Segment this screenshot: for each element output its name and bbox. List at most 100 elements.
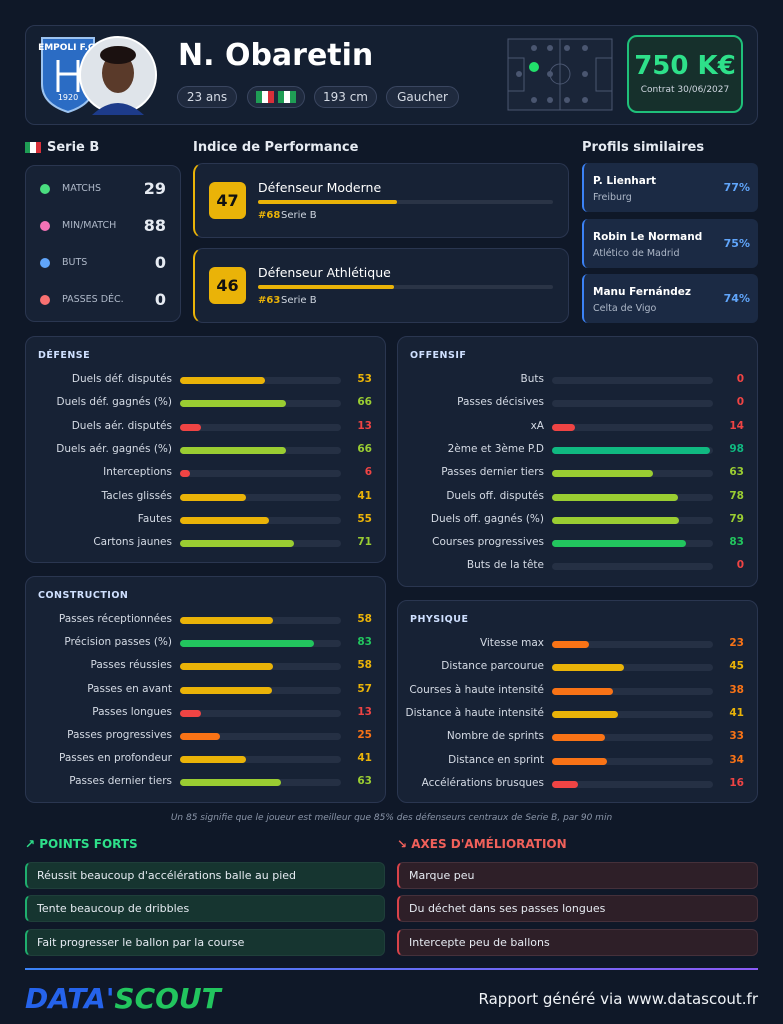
stat-row-label: Duels off. disputés [446, 489, 544, 502]
stat-row-label: Passes longues [92, 705, 172, 718]
bar-value: 98 [729, 442, 744, 455]
position-pitch [507, 38, 613, 111]
section-title: DÉFENSE [38, 350, 91, 361]
performance-score: 46 [209, 267, 246, 304]
bar [180, 663, 274, 671]
club-name: EMPOLI F.C. [38, 43, 98, 53]
bar-track [180, 493, 341, 501]
stat-row-label: Précision passes (%) [64, 636, 172, 649]
bar-track [552, 780, 713, 788]
bar-value: 41 [357, 752, 372, 765]
weaknesses-item: Intercepte peu de ballons [397, 928, 758, 956]
stat-row-label: Passes réceptionnées [58, 613, 172, 625]
profile-name: Défenseur Moderne [258, 180, 382, 195]
bar [552, 641, 590, 648]
strengths-item: Fait progresser le ballon par la course [25, 928, 385, 956]
stat-row-label: Distance en sprint [448, 753, 544, 766]
strengths-item: Tente beaucoup de dribbles [25, 895, 385, 923]
similar-match: 77% [723, 181, 750, 194]
stat-value: 29 [143, 179, 166, 198]
player-name: N. Obaretin [178, 38, 374, 73]
bar-value: 0 [736, 373, 744, 385]
bar-track [552, 423, 713, 431]
stat-label: MATCHS [62, 183, 102, 194]
stat-row-label: Duels déf. gagnés (%) [56, 396, 172, 409]
similar-match: 74% [723, 292, 750, 305]
bar-value: 63 [357, 775, 372, 788]
bar [552, 687, 614, 695]
bar [180, 756, 246, 764]
bar-value: 14 [729, 419, 744, 432]
stat-row-label: Duels aér. gagnés (%) [56, 442, 172, 455]
nationality-pill [247, 86, 305, 108]
bar-value: 45 [729, 660, 744, 673]
profile-name: Défenseur Athlétique [258, 265, 391, 280]
section-title: OFFENSIF [410, 350, 467, 361]
bar-value: 58 [357, 613, 372, 625]
stat-row-label: Buts de la tête [466, 559, 544, 572]
bar-value: 33 [729, 730, 744, 743]
bar-value: 0 [736, 396, 744, 409]
bar-track [552, 734, 713, 742]
market-value: 750 K€ [634, 51, 736, 81]
bar [180, 709, 201, 717]
stat-label: BUTS [62, 257, 88, 268]
bar [552, 780, 578, 788]
profile-rank: #63 [258, 295, 281, 306]
similar-club: Atlético de Madrid [593, 247, 680, 259]
similar-name: Robin Le Normand [593, 230, 703, 243]
bar-value: 41 [357, 489, 372, 502]
bar-value: 71 [357, 536, 372, 549]
stat-row-label: Cartons jaunes [93, 536, 172, 549]
bar [552, 734, 606, 742]
bar-value: 66 [357, 396, 372, 409]
bar-track [552, 757, 713, 765]
profile-league: Serie B [281, 295, 317, 306]
value-box: 750 K€ Contrat 30/06/2027 [627, 35, 743, 113]
bar-value: 6 [364, 466, 372, 479]
bar-track [180, 756, 341, 764]
section-title: CONSTRUCTION [38, 590, 129, 601]
bar-track [180, 423, 341, 431]
stat-row-label: Passes dernier tiers [441, 466, 544, 479]
similar-name: P. Lienhart [593, 175, 657, 187]
stat-value: 0 [154, 290, 166, 309]
bar [552, 757, 607, 765]
similar-title: Profils similaires [582, 140, 705, 155]
stat-row-label: Distance à haute intensité [405, 706, 544, 719]
bar-track [180, 470, 341, 478]
bar-value: 63 [729, 466, 744, 479]
stat-row-label: Passes en avant [87, 682, 172, 695]
stat-row-label: Passes progressives [67, 729, 172, 741]
stat-value: 88 [143, 216, 166, 235]
similar-match: 75% [723, 236, 750, 250]
bar [180, 779, 282, 787]
weaknesses-item: Marque peu [397, 862, 758, 889]
bar-track [180, 709, 341, 717]
bar [552, 664, 625, 672]
bar-value: 38 [729, 683, 744, 696]
bar [180, 377, 266, 384]
similar-club: Celta de Vigo [593, 303, 657, 314]
weaknesses-title-text: AXES D'AMÉLIORATION [411, 837, 567, 851]
stat-row-label: Accélérations brusques [421, 776, 544, 789]
bar [552, 710, 618, 718]
stat-row-label: 2ème et 3ème P.D [447, 442, 544, 455]
stat-row-label: Interceptions [103, 466, 172, 479]
bar-value: 25 [357, 729, 372, 741]
bar-value: 53 [357, 373, 372, 385]
performance-bar [258, 200, 397, 204]
bar-value: 16 [729, 776, 744, 789]
stat-icon [40, 258, 50, 268]
brand: DATA'SCOUT [25, 982, 221, 1015]
bar-value: 34 [729, 753, 744, 766]
bar [180, 640, 314, 648]
stat-row-label: Passes dernier tiers [69, 775, 172, 788]
stat-row-label: Vitesse max [479, 637, 544, 649]
club-year: 1920 [58, 93, 78, 102]
bar [180, 540, 295, 548]
stat-row-label: Duels déf. disputés [71, 373, 172, 385]
bar-value: 13 [357, 419, 372, 432]
stat-row-label: Distance parcourue [441, 660, 544, 673]
weaknesses-title: ↘ AXES D'AMÉLIORATION [397, 837, 567, 851]
